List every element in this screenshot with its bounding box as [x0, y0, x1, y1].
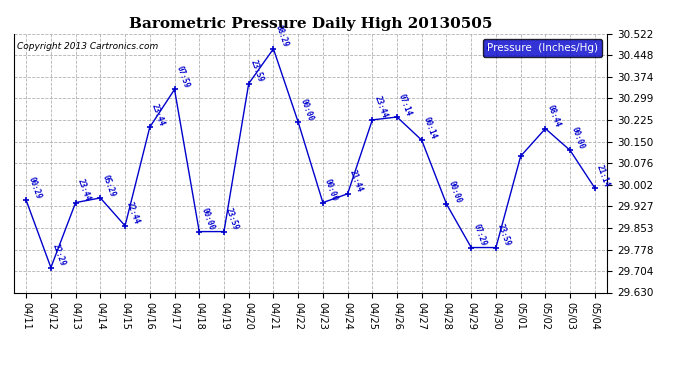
- Text: 05:29: 05:29: [100, 173, 117, 198]
- Legend: Pressure  (Inches/Hg): Pressure (Inches/Hg): [483, 39, 602, 57]
- Text: 23:59: 23:59: [248, 59, 265, 84]
- Text: 08:29: 08:29: [273, 24, 290, 49]
- Text: 07:29: 07:29: [471, 223, 488, 248]
- Text: 00:00: 00:00: [446, 179, 463, 204]
- Text: 21:44: 21:44: [348, 169, 364, 194]
- Text: 00:00: 00:00: [323, 178, 339, 203]
- Text: 00:00: 00:00: [199, 207, 215, 232]
- Text: 22:44: 22:44: [125, 201, 141, 226]
- Text: 00:00: 00:00: [298, 97, 315, 122]
- Text: 07:14: 07:14: [397, 92, 413, 117]
- Text: 08:44: 08:44: [545, 104, 562, 129]
- Text: 22:29: 22:29: [51, 243, 67, 267]
- Text: 00:14: 00:14: [422, 116, 438, 140]
- Text: 21:14: 21:14: [595, 163, 611, 188]
- Text: 23:59: 23:59: [224, 207, 240, 232]
- Text: Copyright 2013 Cartronics.com: Copyright 2013 Cartronics.com: [17, 42, 158, 51]
- Text: 23:44: 23:44: [373, 95, 388, 120]
- Text: 23:59: 23:59: [496, 223, 512, 248]
- Text: 00:00: 00:00: [570, 126, 586, 150]
- Text: 23:44: 23:44: [76, 178, 92, 203]
- Text: 23:44: 23:44: [150, 102, 166, 127]
- Text: 07:59: 07:59: [175, 64, 191, 90]
- Title: Barometric Pressure Daily High 20130505: Barometric Pressure Daily High 20130505: [129, 17, 492, 31]
- Text: 00:29: 00:29: [26, 176, 43, 200]
